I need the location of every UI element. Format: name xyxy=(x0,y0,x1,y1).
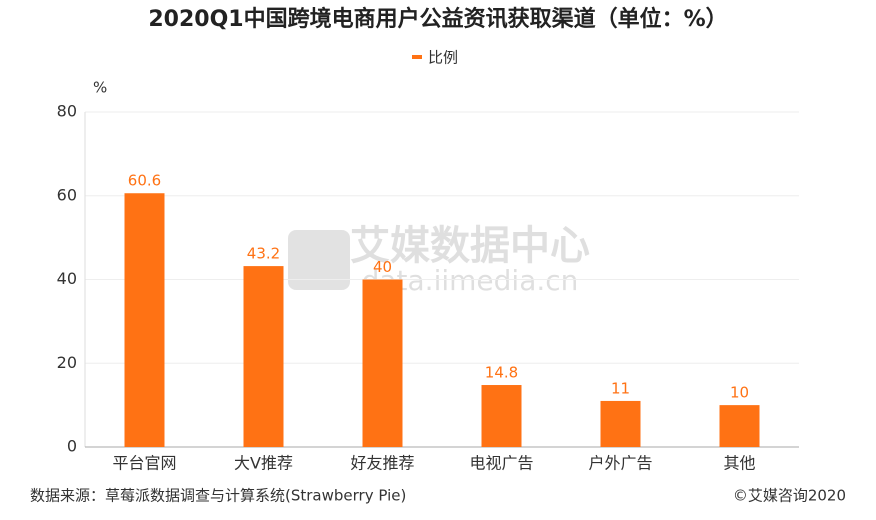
bar xyxy=(362,279,403,447)
watermark-logo xyxy=(288,230,350,290)
y-tick-label: 40 xyxy=(57,269,77,288)
value-label: 43.2 xyxy=(247,245,280,263)
value-label: 14.8 xyxy=(485,364,518,382)
y-tick-label: 80 xyxy=(57,102,77,121)
bar xyxy=(719,405,760,447)
x-tick-label: 平台官网 xyxy=(112,454,176,473)
watermark-text: 艾媒数据中心 xyxy=(350,223,590,269)
value-label: 40 xyxy=(373,258,392,276)
source: 数据来源：草莓派数据调查与计算系统(Strawberry Pie) xyxy=(30,487,406,505)
x-tick-label: 电视广告 xyxy=(469,454,533,473)
legend-label: 比例 xyxy=(428,49,458,67)
value-label: 60.6 xyxy=(128,172,161,190)
bar xyxy=(243,266,284,447)
x-tick-label: 大V推荐 xyxy=(234,454,293,473)
value-label: 10 xyxy=(730,384,749,402)
legend-swatch xyxy=(412,55,422,59)
y-tick-label: 20 xyxy=(57,353,77,372)
y-tick-label: 0 xyxy=(67,437,77,456)
bar xyxy=(481,385,522,447)
bar xyxy=(124,193,165,447)
y-unit: % xyxy=(93,79,107,97)
x-tick-label: 好友推荐 xyxy=(350,454,414,473)
copyright: ©艾媒咨询2020 xyxy=(733,487,846,505)
bar xyxy=(600,400,641,447)
x-tick-label: 户外广告 xyxy=(588,454,652,473)
chart-title: 2020Q1中国跨境电商用户公益资讯获取渠道（单位：%） xyxy=(148,6,727,32)
value-label: 11 xyxy=(611,379,630,397)
x-tick-label: 其他 xyxy=(723,454,755,473)
watermark: 艾媒数据中心 data.iimedia.cn xyxy=(288,223,590,297)
y-tick-label: 60 xyxy=(57,185,77,204)
